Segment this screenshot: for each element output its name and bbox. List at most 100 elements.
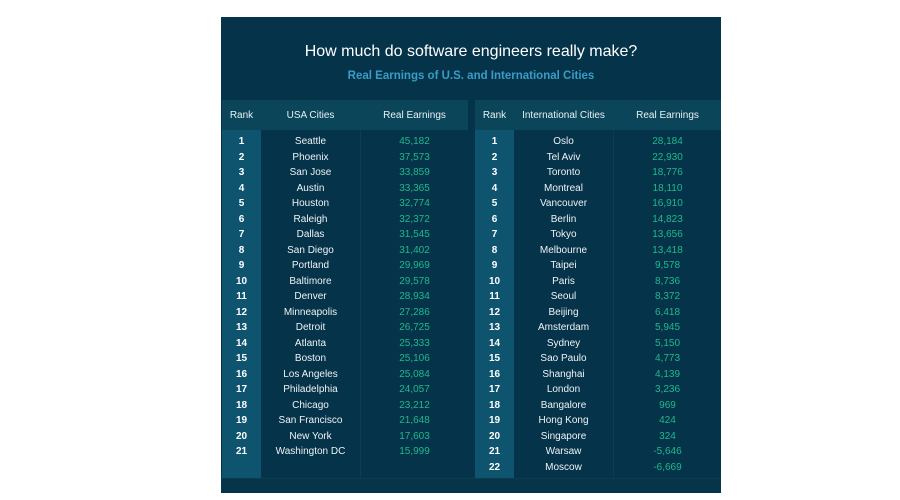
rank-cell: 9 [491,260,498,271]
earnings-cell: 324 [659,430,676,442]
earnings-cell: 29,578 [399,275,430,287]
table-row: 15 Boston 25,106 [222,351,468,367]
table-row: 5 Houston 32,774 [222,196,468,212]
city-cell: Baltimore [289,275,332,287]
rank-cell: 10 [235,275,248,287]
city-cell: London [546,384,581,395]
earnings-cell: 22,930 [652,151,683,163]
city-cell: Oslo [553,136,574,147]
rank-cell: 21 [235,446,248,457]
page-subtitle: Real Earnings of U.S. and International … [347,70,595,82]
rank-cell: 3 [238,167,245,178]
city-cell: Los Angeles [283,368,338,380]
city-cell: Washington DC [275,446,346,457]
city-cell: San Jose [289,167,332,178]
rank-cell: 12 [235,306,248,318]
city-cell: Moscow [545,461,582,473]
city-cell: Raleigh [293,213,328,225]
table-row: 22 Moscow -6,669 [475,460,721,476]
table-row: 2 Phoenix 37,573 [222,150,468,166]
rank-cell: 7 [491,229,498,240]
rank-cell: 15 [235,353,248,364]
rank-cell: 22 [488,461,501,473]
earnings-cell: 25,333 [399,337,430,349]
rank-cell: 1 [238,136,245,147]
city-cell: Boston [294,353,327,364]
header-city: USA Cities [286,110,335,121]
footer-bar [221,478,721,493]
city-cell: Hong Kong [538,415,589,426]
rank-cell: 8 [238,244,245,256]
rank-cell: 3 [491,167,498,178]
earnings-cell: 13,418 [652,244,683,256]
rank-cell: 1 [491,136,498,147]
international-table: Rank International Cities Real Earnings … [475,100,721,478]
earnings-cell: -5,646 [653,446,682,457]
table-row: 19 Hong Kong 424 [475,413,721,429]
table-row: 6 Raleigh 32,372 [222,212,468,228]
earnings-cell: 31,545 [399,229,430,240]
city-cell: San Francisco [278,415,343,426]
rank-cell: 4 [491,182,498,194]
table-row: 14 Atlanta 25,333 [222,336,468,352]
table-row: 8 Melbourne 13,418 [475,243,721,259]
city-cell: Sydney [546,337,581,349]
earnings-cell: 37,573 [399,151,430,163]
rank-cell: 14 [488,337,501,349]
rank-cell: 13 [488,322,501,333]
rank-column [475,130,514,478]
rank-cell: 20 [488,430,501,442]
earnings-cell: 424 [659,415,676,426]
table-row: 9 Portland 29,969 [222,258,468,274]
earnings-cell: 969 [659,399,676,411]
table-row: 10 Paris 8,736 [475,274,721,290]
earnings-cell: 8,372 [654,291,681,302]
table-row: 16 Los Angeles 25,084 [222,367,468,383]
earnings-cell: 24,057 [399,384,430,395]
earnings-cell: 33,859 [399,167,430,178]
table-row: 4 Montreal 18,110 [475,181,721,197]
header-earnings: Real Earnings [636,110,699,121]
city-cell: Seattle [294,136,327,147]
earnings-cell: 4,773 [654,353,681,364]
city-cell: Portland [291,260,330,271]
header-earnings: Real Earnings [383,110,446,121]
rank-cell: 14 [235,337,248,349]
rank-cell: 7 [238,229,245,240]
rank-cell: 21 [488,446,501,457]
table-row: 20 New York 17,603 [222,429,468,445]
earnings-cell: 18,776 [652,167,683,178]
table-row: 7 Tokyo 13,656 [475,227,721,243]
rank-cell: 6 [238,213,245,225]
city-cell: Melbourne [539,244,588,256]
earnings-cell: 16,910 [652,198,683,209]
rank-cell: 18 [488,399,501,411]
table-row: 21 Warsaw -5,646 [475,444,721,460]
earnings-cell: 25,106 [399,353,430,364]
table-row: 15 Sao Paulo 4,773 [475,351,721,367]
earnings-cell: 21,648 [399,415,430,426]
rank-cell: 16 [235,368,248,380]
table-row: 10 Baltimore 29,578 [222,274,468,290]
rank-cell: 12 [488,306,501,318]
earnings-cell: 3,236 [654,384,681,395]
rank-cell: 17 [235,384,248,395]
table-row: 1 Oslo 28,184 [475,134,721,150]
earnings-cell: 17,603 [399,430,430,442]
table-row: 2 Tel Aviv 22,930 [475,150,721,166]
city-cell: Seoul [550,291,577,302]
city-cell: Phoenix [292,151,329,163]
table-row: 11 Denver 28,934 [222,289,468,305]
rank-column [222,130,261,478]
table-row: 19 San Francisco 21,648 [222,413,468,429]
table-row: 13 Amsterdam 5,945 [475,320,721,336]
rank-cell: 11 [236,291,247,302]
city-cell: Philadelphia [283,384,338,395]
rank-cell: 2 [491,151,498,163]
table-row: 4 Austin 33,365 [222,181,468,197]
city-cell: Denver [294,291,327,302]
earnings-cell: 5,945 [654,322,681,333]
rank-cell: 13 [235,322,248,333]
column-divider [360,130,361,478]
city-cell: Tokyo [550,229,577,240]
